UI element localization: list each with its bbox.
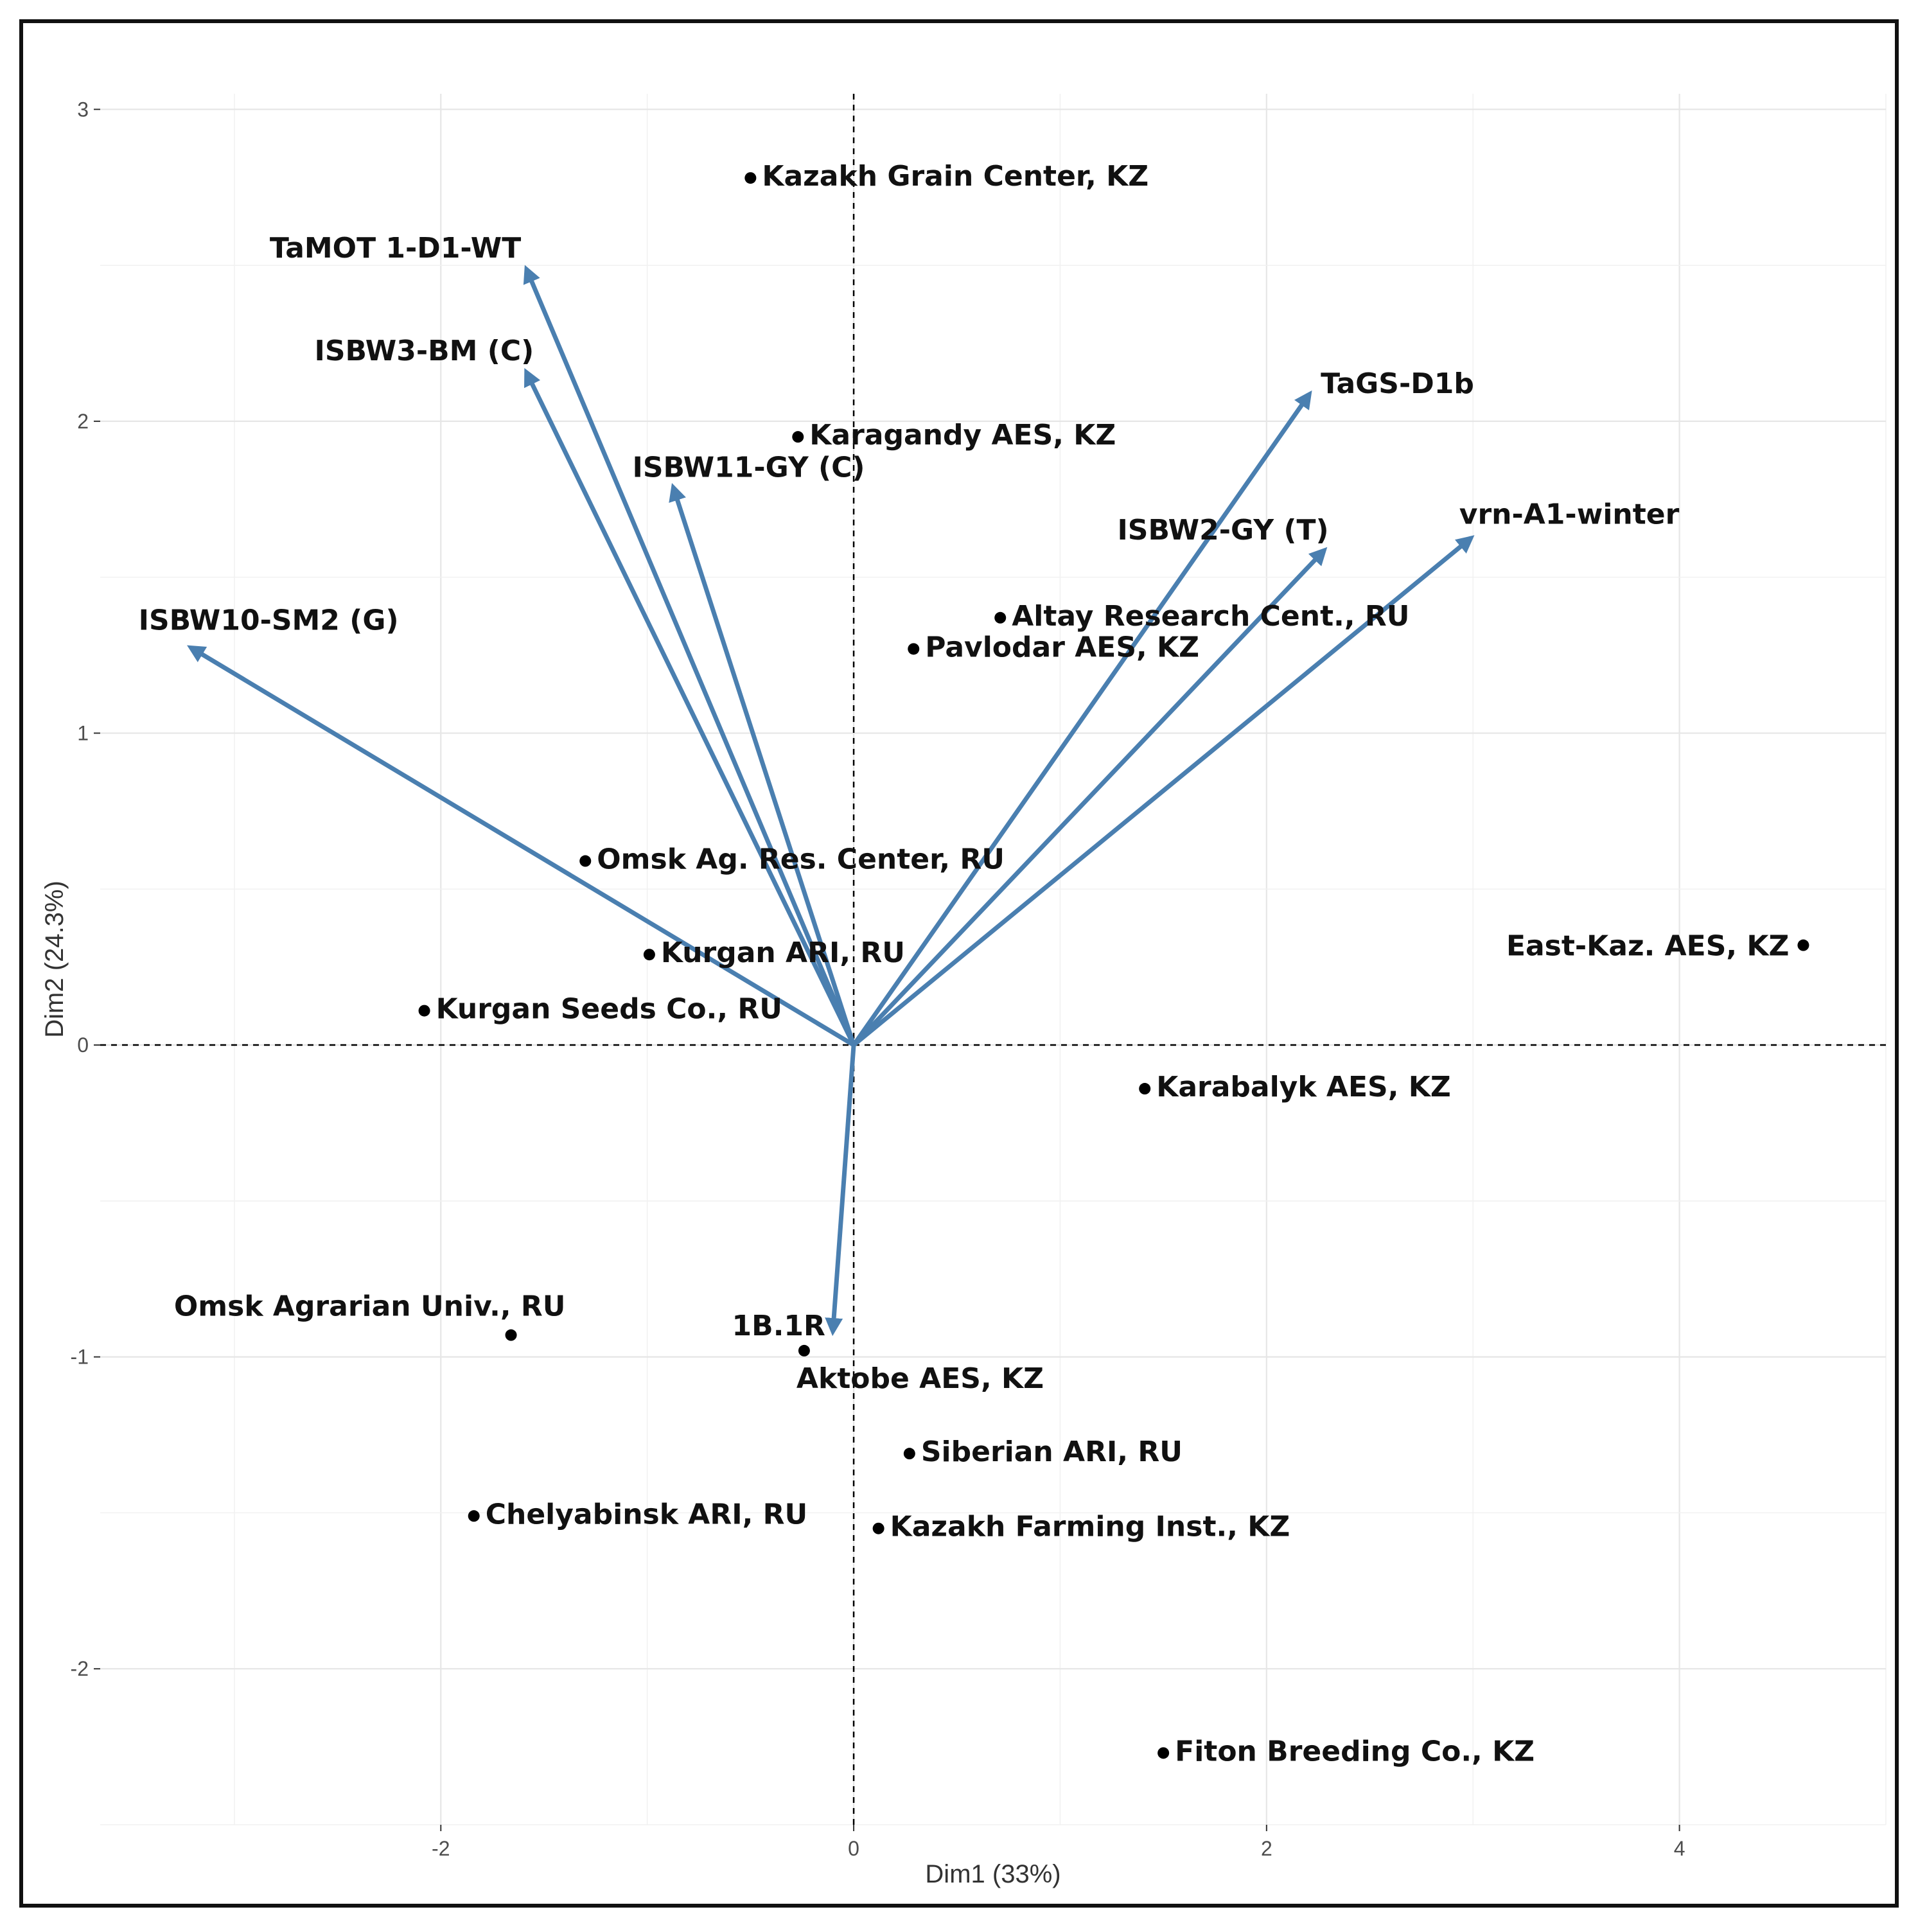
y-tick-label: 3: [77, 98, 89, 121]
data-point: [468, 1510, 480, 1522]
data-point: [792, 431, 804, 443]
data-point: [744, 172, 757, 184]
point-label: Fiton Breeding Co., KZ: [1175, 1735, 1535, 1768]
pca-biplot: -2 0 2 4 -2 -1 0 1 2 3 TaMOT 1-D1-WT ISBW3-BM (C) I…: [40, 94, 1887, 1888]
y-tick-label: 1: [77, 721, 89, 744]
data-point: [872, 1522, 884, 1534]
vector-label: 1B.1R: [732, 1310, 825, 1342]
grid: [100, 94, 1887, 1825]
vector-label: TaGS-D1b: [1321, 367, 1474, 400]
point-label: Altay Research Cent., RU: [1012, 600, 1409, 633]
point-label: Omsk Agrarian Univ., RU: [174, 1290, 566, 1323]
data-point: [1797, 939, 1809, 951]
point-label: Siberian ARI, RU: [921, 1436, 1183, 1468]
y-tick-label: -1: [71, 1346, 89, 1369]
variable-vectors: [187, 265, 1475, 1337]
vector-label: vrn-A1-winter: [1459, 498, 1680, 531]
vector-arrow: [523, 265, 856, 1046]
vector-arrow: [669, 483, 856, 1046]
y-axis-title: Dim2 (24.3%): [40, 881, 69, 1038]
data-point: [1139, 1083, 1151, 1095]
vector-label: ISBW10-SM2 (G): [139, 604, 399, 637]
point-label: Karagandy AES, KZ: [809, 419, 1116, 452]
individual-points: [418, 172, 1809, 1759]
data-point: [1157, 1747, 1170, 1759]
data-point: [994, 611, 1007, 624]
x-tick-label: 4: [1674, 1837, 1685, 1860]
labels: TaMOT 1-D1-WT ISBW3-BM (C) ISBW11-GY (C) IS…: [139, 160, 1790, 1768]
chart-frame: -2 0 2 4 -2 -1 0 1 2 3 TaMOT 1-D1-WT ISBW3-BM (C) I…: [19, 19, 1899, 1908]
vector-arrow: [852, 547, 1328, 1047]
x-axis-title: Dim1 (33%): [925, 1860, 1060, 1888]
point-label: Kazakh Grain Center, KZ: [762, 160, 1148, 193]
y-tick-label: 0: [77, 1033, 89, 1057]
point-label: Kurgan ARI, RU: [661, 936, 905, 969]
point-label: Kazakh Farming Inst., KZ: [890, 1511, 1290, 1543]
axes: -2 0 2 4 -2 -1 0 1 2 3: [71, 94, 1886, 1860]
vector-arrow: [524, 367, 856, 1046]
point-label: Aktobe AES, KZ: [796, 1362, 1044, 1395]
vector-arrow: [825, 1044, 856, 1337]
point-label: Kurgan Seeds Co., RU: [436, 993, 782, 1026]
x-tick-label: -2: [432, 1837, 450, 1860]
vector-label: ISBW11-GY (C): [632, 452, 865, 484]
data-point: [579, 855, 592, 867]
point-label: Chelyabinsk ARI, RU: [486, 1498, 808, 1531]
x-tick-label: 2: [1261, 1837, 1272, 1860]
vector-arrow: [852, 535, 1475, 1047]
data-point: [643, 949, 655, 961]
point-label: Karabalyk AES, KZ: [1156, 1071, 1451, 1103]
data-point: [798, 1344, 810, 1357]
data-point: [903, 1448, 915, 1460]
data-point: [418, 1005, 430, 1017]
y-tick-label: 2: [77, 410, 89, 433]
y-tick-label: -2: [71, 1657, 89, 1680]
vector-arrow: [187, 645, 855, 1048]
vector-label: ISBW3-BM (C): [315, 335, 534, 367]
vector-label: ISBW2-GY (T): [1117, 514, 1328, 547]
vector-label: TaMOT 1-D1-WT: [270, 232, 521, 265]
x-tick-label: 0: [848, 1837, 859, 1860]
point-label: East-Kaz. AES, KZ: [1506, 930, 1790, 963]
data-point: [908, 643, 920, 655]
data-point: [505, 1329, 517, 1341]
vector-arrow: [852, 390, 1312, 1047]
point-label: Pavlodar AES, KZ: [925, 631, 1199, 663]
point-label: Omsk Ag. Res. Center, RU: [597, 843, 1005, 876]
